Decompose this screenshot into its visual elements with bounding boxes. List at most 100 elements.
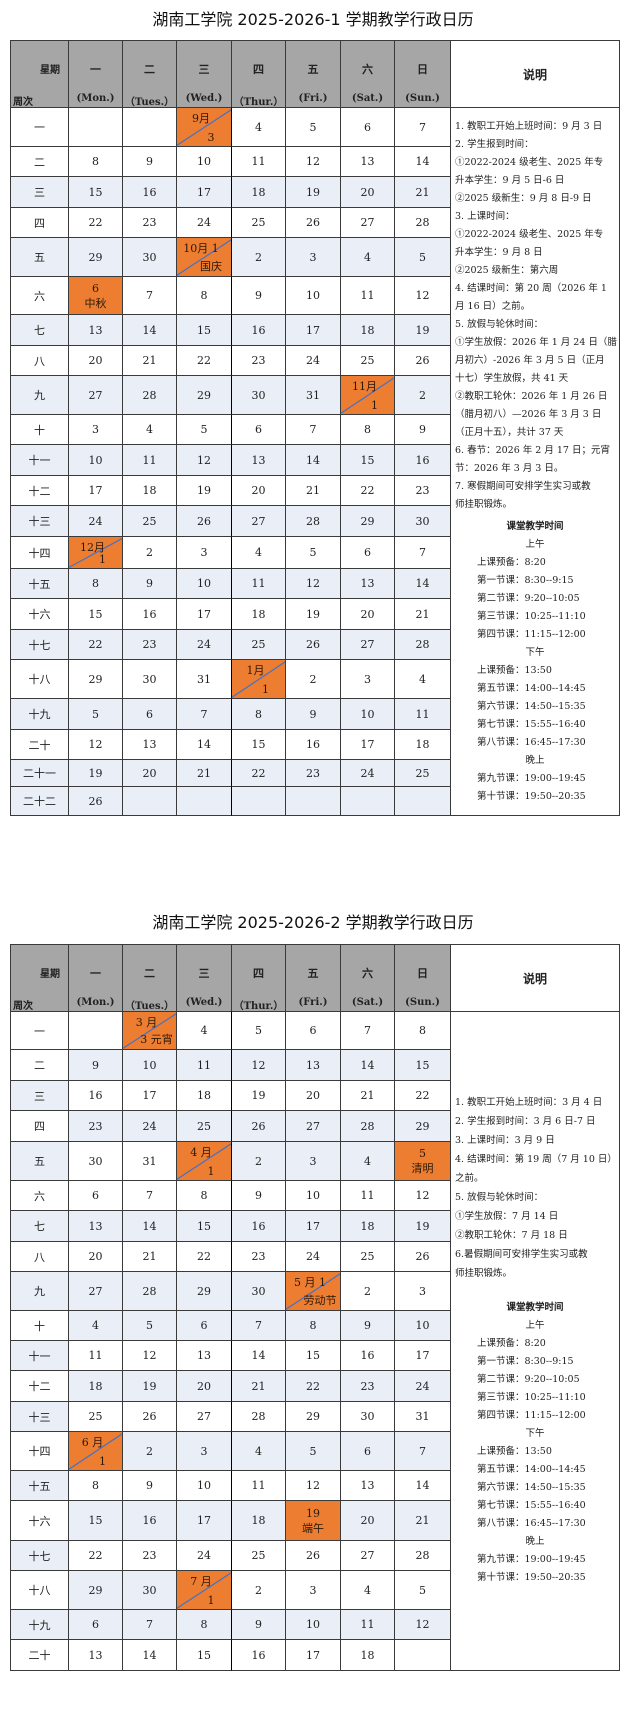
date-cell: 19 <box>122 1370 177 1402</box>
holiday-month-start-cell: 1月 1 <box>231 659 286 699</box>
date-cell: 18 <box>231 1500 286 1541</box>
date-cell: 19 <box>394 1210 451 1242</box>
date-cell: 15 <box>68 1500 123 1541</box>
date-cell: 6 <box>285 1011 341 1050</box>
note-line: 升本学生：9 月 5 日-6 日 <box>455 175 565 186</box>
diagonal-divider-line <box>123 1012 176 1049</box>
date-cell: 9 <box>122 146 177 177</box>
date-cell: 28 <box>122 1271 177 1311</box>
note-line: 4. 结课时间：第 19 周（7 月 10 日） <box>455 1154 617 1165</box>
date-cell: 7 <box>394 1431 451 1471</box>
date-cell: 6 <box>231 414 286 445</box>
day-name-cn: 五 <box>307 967 319 980</box>
date-cell: 17 <box>285 1210 341 1242</box>
date-cell: 8 <box>340 414 395 445</box>
week-label: 二 <box>10 146 69 177</box>
week-label: 九 <box>10 375 69 415</box>
date-cell: 9 <box>285 698 341 730</box>
week-label: 十三 <box>10 505 69 537</box>
date-cell: 4 <box>122 414 177 445</box>
date-cell: 11 <box>394 698 451 730</box>
note-line: 5. 放假与轮休时间： <box>455 1192 544 1203</box>
note-line: 十七）学生放假，共 41 天 <box>455 373 569 384</box>
date-cell: 14 <box>122 1639 177 1671</box>
diagonal-divider-line <box>177 108 231 146</box>
week-label: 二十一 <box>10 759 69 787</box>
date-cell: 9 <box>231 1609 286 1640</box>
date-cell: 3 <box>68 414 123 445</box>
date-cell: 22 <box>176 345 232 376</box>
schedule-section-name: 晚上 <box>525 1536 545 1547</box>
holiday-month-start-cell: 5 月 1 劳动节 <box>285 1271 341 1311</box>
week-label: 三 <box>10 176 69 208</box>
cell-bottom-text: 1 <box>371 399 378 412</box>
day-header-sat: 六 (Sat.) <box>340 40 395 108</box>
week-label: 十三 <box>10 1401 69 1432</box>
date-cell: 22 <box>68 1540 123 1571</box>
week-label: 十八 <box>10 1570 69 1610</box>
date-cell: 15 <box>394 1049 451 1081</box>
date-cell: 11 <box>231 568 286 599</box>
date-cell: 14 <box>394 146 451 177</box>
schedule-item: 第五节课：14:00--14:45 <box>477 1464 586 1475</box>
schedule-item: 第十节课：19:50--20:35 <box>477 791 586 802</box>
date-cell: 9 <box>231 276 286 315</box>
day-name-en: （Tues.） <box>124 1001 175 1012</box>
date-cell: 20 <box>285 1080 341 1111</box>
date-cell <box>122 107 177 147</box>
date-cell: 3 <box>176 1431 232 1471</box>
week-number-label: 周次 <box>13 1001 33 1012</box>
date-cell: 25 <box>340 345 395 376</box>
note-line: 1. 教职工开始上班时间：9 月 3 日 <box>455 121 603 132</box>
cell-bottom-text: 1 <box>207 1165 215 1178</box>
date-cell: 27 <box>340 629 395 660</box>
day-name-cn: 二 <box>144 63 155 76</box>
day-header-tue: 二 （Tues.） <box>122 944 177 1012</box>
date-cell: 30 <box>231 375 286 415</box>
date-cell: 23 <box>122 1540 177 1571</box>
date-cell: 15 <box>176 1639 232 1671</box>
date-cell: 27 <box>68 375 123 415</box>
notes-header: 说明 <box>450 40 620 108</box>
day-header-thu: 四 （Thur.） <box>231 40 286 108</box>
week-label: 十九 <box>10 698 69 730</box>
date-cell: 8 <box>231 698 286 730</box>
day-name-cn: 一 <box>90 967 101 980</box>
date-cell: 28 <box>285 505 341 537</box>
date-cell: 29 <box>394 1110 451 1142</box>
date-cell: 26 <box>285 207 341 238</box>
date-cell: 3 <box>340 659 395 699</box>
date-cell: 9 <box>122 1470 177 1501</box>
schedule-item: 第五节课：14:00--14:45 <box>477 683 586 694</box>
date-cell: 16 <box>340 1340 395 1371</box>
note-line: 2. 学生报到时间：3 月 6 日-7 日 <box>455 1116 596 1127</box>
notes-text: 1. 教职工开始上班时间：3 月 4 日 2. 学生报到时间：3 月 6 日-7 … <box>455 1093 617 1283</box>
notes-text: 1. 教职工开始上班时间：9 月 3 日 2. 学生报到时间： ①2022-2024… <box>455 118 617 514</box>
date-cell: 10 <box>176 1470 232 1501</box>
notes-panel <box>450 107 620 816</box>
date-cell: 13 <box>68 1210 123 1242</box>
date-cell: 20 <box>340 1500 395 1541</box>
cell-top-text: 1月 <box>246 664 265 677</box>
note-line: 升本学生：9 月 8 日 <box>455 247 543 258</box>
date-cell: 24 <box>122 1110 177 1142</box>
date-cell: 24 <box>285 345 341 376</box>
date-cell: 26 <box>285 629 341 660</box>
date-cell: 28 <box>394 207 451 238</box>
week-label: 十七 <box>10 629 69 660</box>
date-cell: 21 <box>394 1500 451 1541</box>
date-cell: 23 <box>68 1110 123 1142</box>
date-cell: 19 <box>394 314 451 346</box>
date-cell: 6 <box>340 1431 395 1471</box>
note-line: ①2022-2024 级老生、2025 年专 <box>455 157 604 168</box>
date-cell: 19 <box>285 598 341 630</box>
date-cell: 14 <box>340 1049 395 1081</box>
schedule-item: 第三节课：10:25--11:10 <box>477 611 586 622</box>
holiday-date: 19 <box>306 1506 320 1520</box>
date-cell: 5 <box>285 107 341 147</box>
date-cell: 29 <box>176 375 232 415</box>
date-cell: 6 <box>68 1609 123 1640</box>
date-cell: 17 <box>176 1500 232 1541</box>
date-cell: 8 <box>68 1470 123 1501</box>
date-cell: 4 <box>394 659 451 699</box>
